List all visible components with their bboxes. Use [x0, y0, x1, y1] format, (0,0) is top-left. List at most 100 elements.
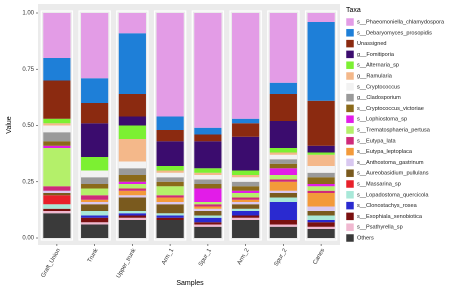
- bar-segment: [269, 224, 297, 227]
- legend-label: s__Cryptococcus_victoriae: [357, 106, 424, 112]
- legend-label: s__Clonostachys_rosea: [357, 203, 418, 209]
- bar-segment: [232, 217, 260, 220]
- bar-segment: [307, 22, 335, 101]
- bar-segment: [118, 220, 146, 238]
- bar-segment: [43, 213, 71, 238]
- bar-segment: [81, 199, 109, 202]
- x-tick-label: Trunk: [87, 247, 100, 264]
- legend-label: g__Fomitiporia: [357, 52, 395, 58]
- bar-segment: [232, 177, 260, 182]
- y-tick-label: 0.50: [22, 123, 34, 129]
- bar-segment: [43, 190, 71, 193]
- bar-segment: [232, 215, 260, 218]
- bar-segment: [194, 208, 222, 211]
- bar-segment: [269, 152, 297, 155]
- bar-segment: [194, 224, 222, 227]
- y-tick-label: 0.75: [22, 67, 34, 73]
- bar-segment: [43, 58, 71, 81]
- bar-segment: [81, 202, 109, 205]
- bar-segment: [81, 211, 109, 216]
- bar-segment: [194, 141, 222, 169]
- bar-segment: [118, 184, 146, 189]
- bar-segment: [232, 193, 260, 198]
- bar-segment: [307, 145, 335, 153]
- legend-title: Taxa: [346, 7, 361, 14]
- bar-segment: [269, 197, 297, 202]
- bar-segment: [81, 184, 109, 189]
- legend-label: g__Ramularia: [357, 73, 393, 79]
- legend-swatch: [345, 50, 355, 59]
- bar-segment: [118, 195, 146, 198]
- legend-swatch: [345, 82, 355, 92]
- bar-segment: [307, 206, 335, 211]
- bar-segment: [194, 188, 222, 202]
- bar-segment: [269, 168, 297, 175]
- bar-segment: [194, 204, 222, 207]
- legend-swatch: [345, 104, 355, 113]
- legend-label: s__Alternaria_sp: [357, 63, 399, 69]
- bar-segment: [118, 168, 146, 175]
- bar-segment: [269, 13, 297, 83]
- bar-segment: [118, 13, 146, 34]
- bar-segment: [81, 215, 109, 218]
- bar-segment: [232, 220, 260, 238]
- bar-segment: [156, 204, 184, 214]
- legend-swatch: [345, 71, 355, 81]
- legend-swatch: [345, 60, 355, 70]
- bar-segment: [307, 172, 335, 178]
- bar-segment: [269, 121, 297, 148]
- bar-segment: [118, 94, 146, 117]
- bar-segment: [232, 208, 260, 211]
- bar-segment: [118, 190, 146, 196]
- bar-segment: [269, 175, 297, 180]
- y-tick-label: 0.25: [22, 179, 34, 185]
- bar-segment: [194, 217, 222, 223]
- bar-segment: [156, 213, 184, 216]
- y-tick-label: 0.00: [22, 236, 34, 242]
- bar-segment: [307, 220, 335, 223]
- bar-segment: [232, 186, 260, 191]
- bar-segment: [81, 177, 109, 184]
- bar-segment: [118, 181, 146, 184]
- bar-segment: [232, 136, 260, 171]
- bar-segment: [194, 226, 222, 238]
- bar-segment: [232, 190, 260, 193]
- bar-segment: [156, 181, 184, 187]
- bar-segment: [81, 78, 109, 103]
- x-tick-label: Arm_2: [237, 247, 251, 266]
- bar-segment: [43, 80, 71, 119]
- bar-segment: [269, 220, 297, 225]
- bar-segment: [307, 226, 335, 229]
- bar-segment: [118, 161, 146, 169]
- bar-segment: [232, 204, 260, 209]
- bar-segment: [232, 197, 260, 200]
- bar-segment: [307, 184, 335, 187]
- bar-segment: [307, 186, 335, 191]
- bar-segment: [43, 145, 71, 148]
- legend-swatch: [345, 158, 355, 167]
- bar-segment: [269, 190, 297, 193]
- bar-segment: [307, 211, 335, 216]
- bar-segment: [156, 197, 184, 202]
- legend-swatch: [345, 114, 355, 124]
- bar-segment: [118, 188, 146, 191]
- x-tick-label: Upper_trunk: [116, 247, 138, 279]
- bar-segment: [269, 154, 297, 160]
- bar-segment: [81, 188, 109, 196]
- bar-frame: [78, 10, 111, 241]
- bar-segment: [307, 193, 335, 207]
- bar-segment: [232, 175, 260, 178]
- legend-label: s__Trematosphaeria_pertusa: [357, 127, 431, 133]
- bar-segment: [194, 211, 222, 216]
- x-tick-label: Canes: [312, 248, 326, 266]
- bar-segment: [81, 13, 109, 79]
- legend-swatch: [345, 233, 355, 243]
- legend-label: s__Aureobasidium_pullulans: [357, 171, 429, 177]
- legend-label: Unassigned: [357, 41, 387, 47]
- bar-segment: [269, 163, 297, 169]
- legend-label: s__Exophiala_xenobiotica: [357, 214, 423, 220]
- bar-segment: [232, 199, 260, 202]
- bar-segment: [43, 211, 71, 214]
- bar-segment: [269, 82, 297, 94]
